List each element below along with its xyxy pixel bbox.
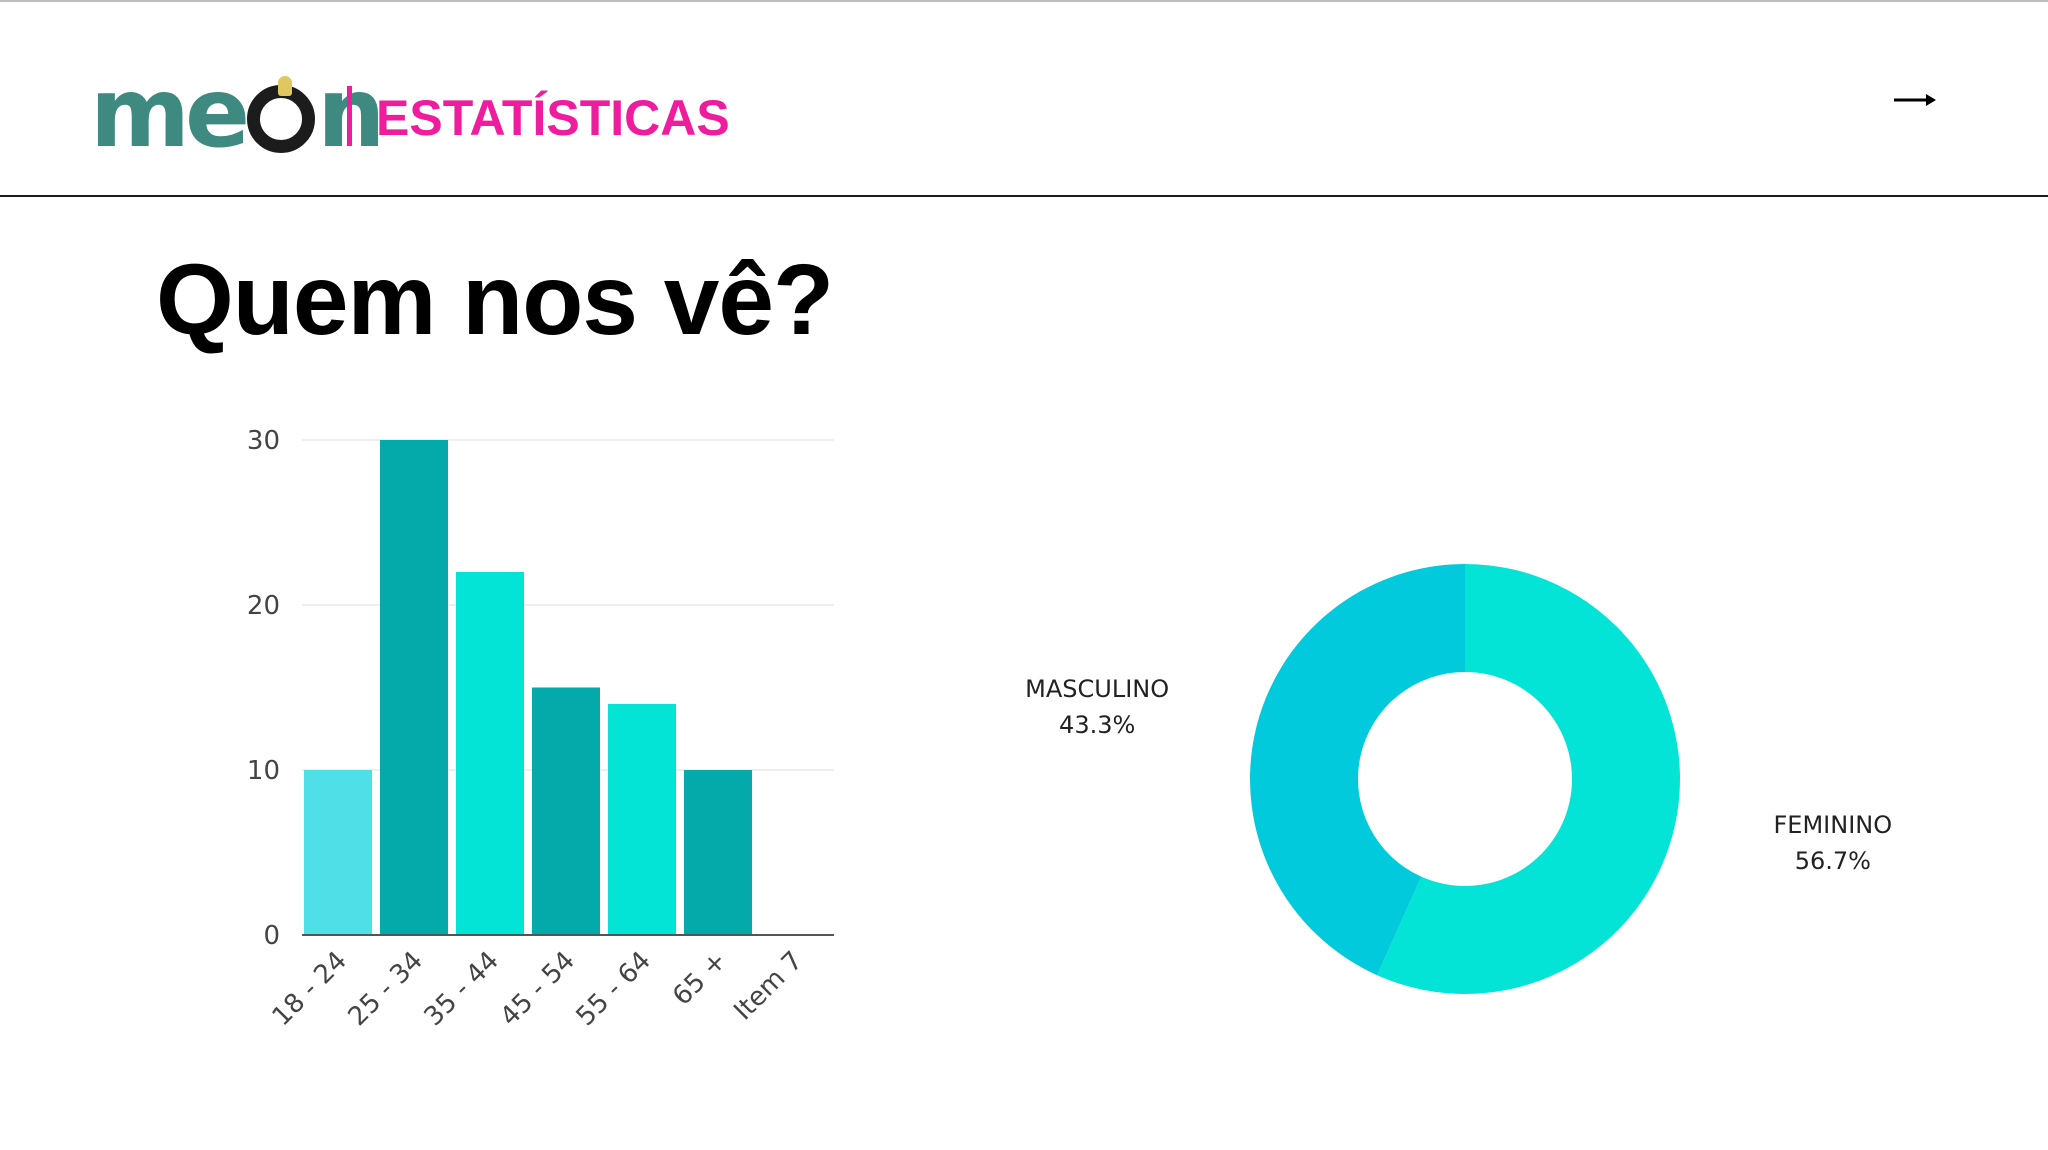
slice-value-label: 43.3% — [1059, 711, 1135, 739]
arrow-right-icon — [1894, 94, 1936, 106]
x-tick-label: 25 - 34 — [343, 946, 429, 1032]
bar[interactable] — [532, 687, 600, 936]
y-tick-label: 20 — [247, 591, 280, 621]
x-tick-label: Item 7 — [728, 946, 809, 1027]
y-tick-label: 0 — [263, 921, 280, 951]
x-tick-label: 18 - 24 — [267, 946, 353, 1032]
bar[interactable] — [380, 440, 448, 935]
header-divider — [0, 195, 2048, 197]
x-tick-label: 45 - 54 — [495, 946, 581, 1032]
bar[interactable] — [608, 704, 676, 935]
page-title: Quem nos vê? — [156, 244, 834, 356]
y-tick-label: 30 — [247, 426, 280, 456]
header: me n ESTATÍSTICAS — [0, 0, 2048, 196]
top-border — [0, 0, 2048, 2]
gender-donut-chart: FEMININO 56.7% MASCULINO 43.3% — [1025, 564, 1892, 994]
x-tick-label: 65 + — [667, 946, 733, 1012]
bar[interactable] — [304, 770, 372, 935]
y-tick-label: 10 — [247, 756, 280, 786]
slice-label: FEMININO — [1774, 811, 1893, 839]
bar[interactable] — [456, 572, 524, 935]
bar[interactable] — [684, 770, 752, 935]
donut-slice[interactable] — [1250, 564, 1465, 976]
x-tick-label: 55 - 64 — [571, 946, 657, 1032]
next-button[interactable] — [1890, 72, 1940, 132]
header-separator — [347, 86, 352, 146]
x-tick-label: 35 - 44 — [419, 946, 505, 1032]
donut-slice[interactable] — [1377, 564, 1680, 994]
section-title: ESTATÍSTICAS — [376, 90, 730, 146]
slice-label: MASCULINO — [1025, 675, 1169, 703]
slice-value-label: 56.7% — [1795, 847, 1871, 875]
